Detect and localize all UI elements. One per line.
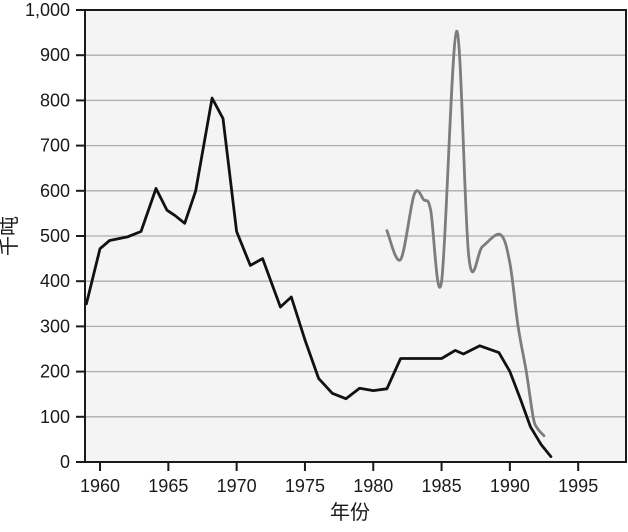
gray-line (385, 29, 546, 438)
y-tick-label: 0 (60, 452, 70, 472)
y-tick-label: 300 (40, 316, 70, 336)
y-tick-label: 500 (40, 226, 70, 246)
x-tick-label: 1960 (80, 476, 120, 496)
x-tick-label: 1970 (217, 476, 257, 496)
y-tick-label: 800 (40, 90, 70, 110)
x-tick-label: 1995 (558, 476, 598, 496)
y-tick-label: 100 (40, 407, 70, 427)
black-line (85, 96, 553, 458)
y-tick-label: 700 (40, 136, 70, 156)
y-tick-label: 1,000 (25, 0, 70, 20)
x-tick-label: 1980 (353, 476, 393, 496)
y-tick-label: 600 (40, 181, 70, 201)
y-tick-label: 400 (40, 271, 70, 291)
y-axis-title: 千吨 (0, 216, 21, 256)
x-tick-label: 1985 (422, 476, 462, 496)
x-tick-label: 1990 (490, 476, 530, 496)
y-tick-label: 200 (40, 362, 70, 382)
x-tick-label: 1965 (148, 476, 188, 496)
y-tick-label: 900 (40, 45, 70, 65)
x-tick-label: 1975 (285, 476, 325, 496)
x-axis-title: 年份 (330, 501, 370, 524)
